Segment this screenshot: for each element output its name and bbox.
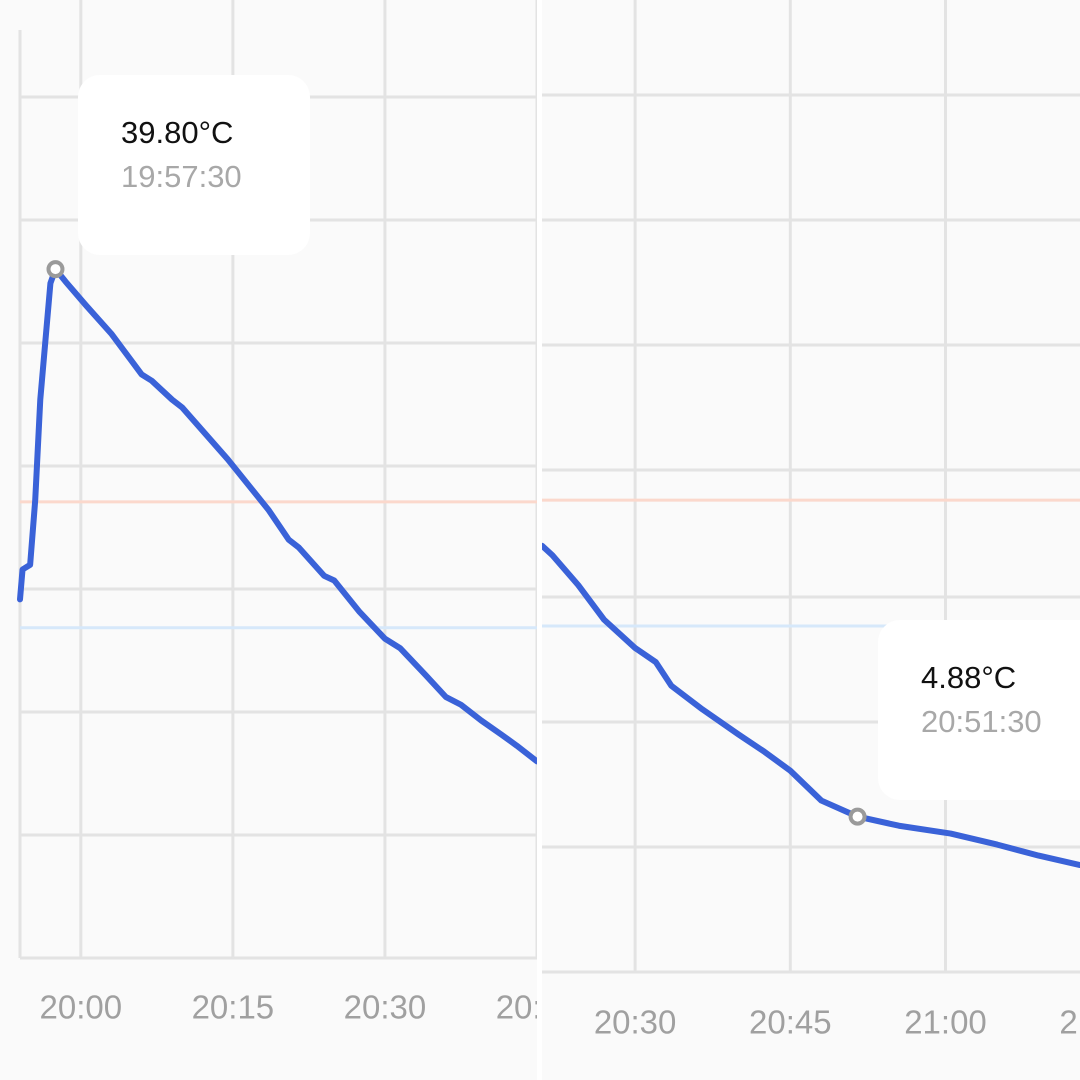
line-series <box>17 266 537 765</box>
tooltip-value: 39.80°C <box>121 115 233 150</box>
tooltip-time: 19:57:30 <box>121 159 242 194</box>
chart-panel: 20:30 20:45 21:00 21:15 4.88°C 20:51:30 <box>542 0 1080 1080</box>
panel-background <box>542 0 1080 1080</box>
x-tick-label: 20:45 <box>496 989 537 1026</box>
x-tick-label: 20:00 <box>40 989 123 1026</box>
line-series <box>542 542 1080 869</box>
x-tick-label: 21:00 <box>904 1004 987 1041</box>
selected-point <box>848 807 867 826</box>
tooltip-box <box>878 620 1080 800</box>
selected-point <box>46 260 65 279</box>
tooltip-value: 4.88°C <box>921 660 1016 695</box>
tooltip-time: 20:51:30 <box>921 704 1042 739</box>
x-tick-label: 21:15 <box>1059 1004 1080 1041</box>
x-tick-label: 20:30 <box>594 1004 677 1041</box>
x-tick-label: 20:15 <box>192 989 275 1026</box>
x-tick-label: 20:45 <box>749 1004 832 1041</box>
chart-panel: 20:00 20:15 20:30 20:45 39.80°C 19:57:30 <box>0 0 537 1080</box>
horizontal-grid <box>542 93 1080 974</box>
tooltip-box <box>78 75 310 255</box>
x-tick-label: 20:30 <box>344 989 427 1026</box>
